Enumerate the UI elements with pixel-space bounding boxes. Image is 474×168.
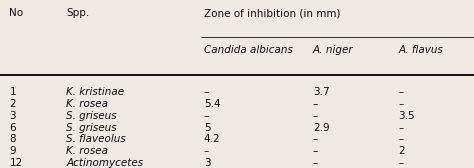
Text: 8: 8	[9, 134, 16, 144]
Text: K. rosea: K. rosea	[66, 99, 109, 109]
Text: –: –	[313, 158, 318, 168]
Text: Actinomycetes: Actinomycetes	[66, 158, 144, 168]
Text: –: –	[398, 99, 403, 109]
Text: No: No	[9, 8, 24, 18]
Text: Zone of inhibition (in mm): Zone of inhibition (in mm)	[204, 8, 340, 18]
Text: –: –	[204, 146, 209, 156]
Text: 3: 3	[9, 111, 16, 121]
Text: S. griseus: S. griseus	[66, 123, 117, 133]
Text: K. rosea: K. rosea	[66, 146, 109, 156]
Text: 3: 3	[204, 158, 210, 168]
Text: 4.2: 4.2	[204, 134, 220, 144]
Text: –: –	[313, 134, 318, 144]
Text: S. flaveolus: S. flaveolus	[66, 134, 126, 144]
Text: 12: 12	[9, 158, 23, 168]
Text: A. niger: A. niger	[313, 45, 354, 55]
Text: –: –	[204, 111, 209, 121]
Text: –: –	[398, 123, 403, 133]
Text: Candida albicans: Candida albicans	[204, 45, 292, 55]
Text: 2.9: 2.9	[313, 123, 329, 133]
Text: 3.7: 3.7	[313, 87, 329, 97]
Text: –: –	[398, 134, 403, 144]
Text: Spp.: Spp.	[66, 8, 90, 18]
Text: 6: 6	[9, 123, 16, 133]
Text: –: –	[398, 158, 403, 168]
Text: 2: 2	[398, 146, 405, 156]
Text: 5: 5	[204, 123, 210, 133]
Text: A. flavus: A. flavus	[398, 45, 443, 55]
Text: –: –	[313, 146, 318, 156]
Text: S. griseus: S. griseus	[66, 111, 117, 121]
Text: 3.5: 3.5	[398, 111, 415, 121]
Text: –: –	[313, 99, 318, 109]
Text: –: –	[204, 87, 209, 97]
Text: –: –	[398, 87, 403, 97]
Text: 2: 2	[9, 99, 16, 109]
Text: K. kristinae: K. kristinae	[66, 87, 125, 97]
Text: 9: 9	[9, 146, 16, 156]
Text: 1: 1	[9, 87, 16, 97]
Text: 5.4: 5.4	[204, 99, 220, 109]
Text: –: –	[313, 111, 318, 121]
